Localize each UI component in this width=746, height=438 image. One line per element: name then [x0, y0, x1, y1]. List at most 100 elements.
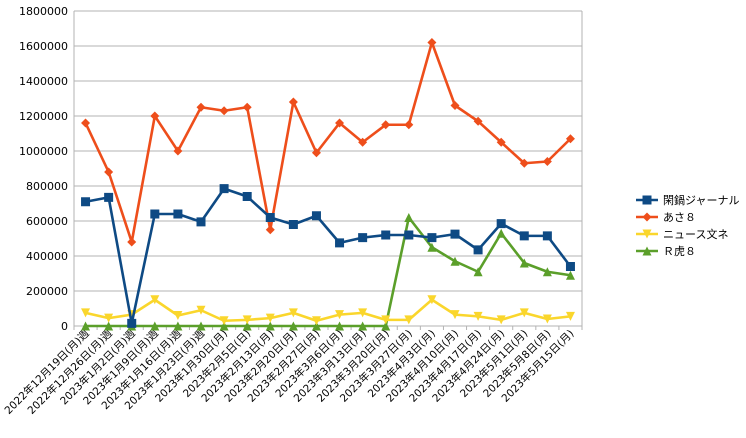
data-point	[427, 242, 437, 252]
data-point	[381, 315, 391, 325]
data-point	[542, 231, 552, 241]
data-point	[265, 313, 275, 323]
data-point	[127, 318, 137, 328]
data-point	[642, 246, 652, 256]
axes	[73, 11, 583, 330]
data-point	[519, 258, 529, 268]
data-point	[173, 209, 183, 219]
data-point	[358, 233, 368, 243]
y-tick-label: 400000	[26, 250, 68, 263]
data-point	[404, 230, 414, 240]
data-point	[81, 321, 91, 331]
legend-label: あさ８	[663, 211, 696, 224]
data-point	[81, 308, 91, 318]
data-point	[81, 118, 91, 128]
data-point	[358, 321, 368, 331]
data-point	[450, 229, 460, 239]
data-point	[311, 316, 321, 326]
data-point	[473, 245, 483, 255]
x-tick-labels: 2022年12月19日(月)週2022年12月26日(月)週2023年1月2日(…	[2, 327, 577, 417]
data-point	[427, 233, 437, 243]
data-point	[242, 102, 252, 112]
y-tick-label: 600000	[26, 215, 68, 228]
y-tick-label: 1400000	[19, 75, 68, 88]
data-point	[519, 158, 529, 168]
legend-label: Ｒ虎８	[663, 245, 696, 258]
series-閑鍋ジャーナル	[81, 184, 575, 328]
series-line	[84, 41, 572, 244]
data-point	[381, 321, 391, 331]
data-point	[104, 313, 114, 323]
data-point	[311, 211, 321, 221]
data-point	[358, 137, 368, 147]
data-point	[196, 102, 206, 112]
data-point	[542, 157, 552, 166]
data-point	[219, 316, 229, 326]
data-point	[335, 118, 345, 128]
series-line	[85, 298, 571, 323]
y-tick-label: 800000	[26, 180, 68, 193]
data-point	[288, 321, 298, 331]
legend-item: 閑鍋ジャーナル	[636, 193, 739, 207]
data-point	[104, 167, 114, 177]
y-tick-label: 1600000	[19, 40, 68, 53]
data-point	[242, 192, 252, 201]
data-point	[642, 229, 652, 239]
data-point	[81, 197, 91, 207]
data-point	[265, 225, 275, 235]
data-point	[288, 220, 298, 229]
data-point	[104, 192, 114, 202]
data-point	[565, 262, 575, 271]
series-line	[85, 187, 572, 325]
y-tick-label: 1800000	[19, 5, 68, 18]
series-line	[85, 216, 571, 328]
y-tick-label: 200000	[26, 285, 68, 298]
data-point	[311, 148, 321, 158]
data-point	[642, 195, 652, 205]
data-point	[196, 217, 206, 227]
data-point	[150, 209, 160, 219]
data-point	[542, 267, 552, 277]
data-point	[404, 315, 414, 325]
gridlines	[74, 10, 582, 327]
data-point	[565, 270, 575, 280]
data-point	[427, 295, 437, 305]
data-point	[450, 256, 460, 266]
data-point	[288, 308, 298, 318]
legend-label: ニュース文ネ	[663, 227, 728, 241]
data-point	[496, 315, 506, 325]
y-tick-label: 1000000	[19, 145, 68, 158]
data-point	[288, 97, 298, 107]
data-point	[150, 321, 160, 331]
data-point	[173, 321, 183, 331]
data-point	[565, 134, 575, 144]
data-point	[196, 321, 206, 331]
legend-label: 閑鍋ジャーナル	[663, 193, 739, 207]
data-point	[335, 310, 345, 320]
data-point	[381, 230, 391, 240]
series-lines	[81, 38, 575, 331]
legend-item: あさ８	[636, 211, 696, 224]
data-point	[519, 308, 529, 318]
data-point	[358, 308, 368, 318]
series-ニュース文ネ	[81, 295, 575, 326]
data-point	[404, 213, 414, 222]
y-tick-label: 1200000	[19, 110, 68, 123]
legend-item: ニュース文ネ	[636, 227, 728, 241]
data-point	[404, 120, 414, 130]
data-point	[565, 311, 575, 321]
data-point	[173, 311, 183, 320]
data-point	[219, 184, 229, 194]
data-point	[381, 120, 391, 130]
data-point	[496, 228, 506, 238]
data-point	[265, 321, 275, 331]
data-point	[542, 314, 552, 324]
y-tick-labels: 0 200000 400000 600000 800000 1000000 1200000 1…	[19, 5, 68, 333]
data-point	[173, 146, 183, 156]
data-point	[242, 321, 252, 331]
data-point	[473, 311, 483, 321]
legend-item: Ｒ虎８	[636, 245, 696, 258]
